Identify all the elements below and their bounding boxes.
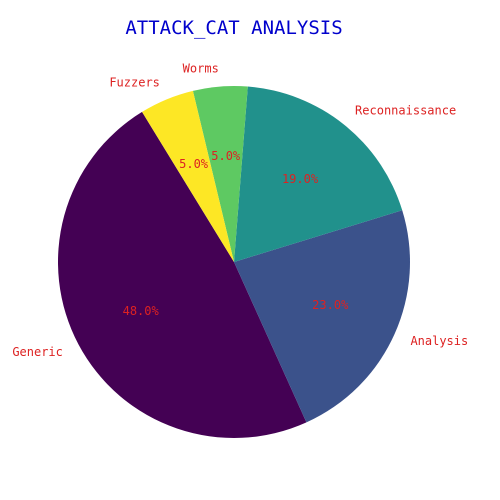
percent-label-worms: 5.0% — [211, 149, 241, 163]
pie-slices — [57, 86, 410, 438]
chart-title: ATTACK_CAT ANALYSIS — [125, 17, 342, 39]
category-label-reconnaissance: Reconnaissance — [355, 103, 456, 117]
category-label-generic: Generic — [12, 345, 63, 359]
percent-label-generic: 48.0% — [123, 304, 160, 318]
pie-slice-analysis — [234, 210, 410, 423]
category-label-worms: Worms — [183, 61, 219, 75]
pie-slice-reconnaissance — [234, 86, 403, 263]
percent-label-reconnaissance: 19.0% — [282, 172, 319, 186]
category-label-fuzzers: Fuzzers — [109, 76, 160, 90]
pie-slice-worms — [192, 86, 248, 262]
category-label-analysis: Analysis — [410, 334, 468, 348]
pie-labels: Generic 48.0% Analysis 23.0% Reconnaissance 1… — [12, 61, 468, 359]
percent-label-analysis: 23.0% — [312, 298, 349, 312]
pie-slice-generic — [57, 111, 307, 438]
percent-label-fuzzers: 5.0% — [179, 157, 209, 171]
pie-slice-fuzzers — [142, 90, 234, 263]
